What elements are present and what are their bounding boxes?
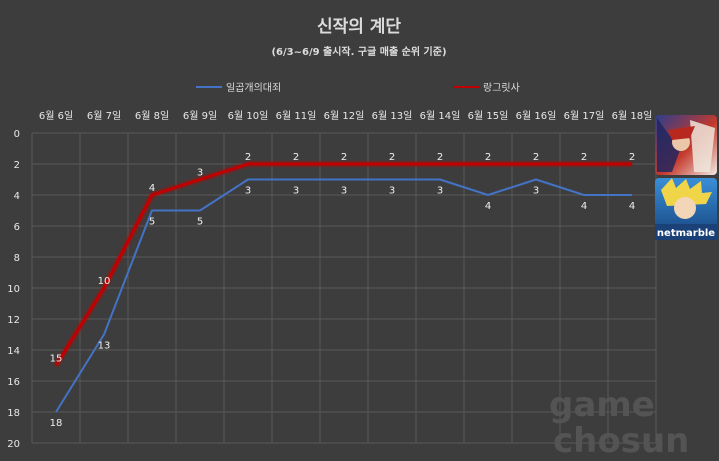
data-label-series-2: 15 xyxy=(50,354,63,365)
data-label-series-1: 3 xyxy=(533,186,539,197)
y-tick-label: 6 xyxy=(14,222,20,233)
series-lines xyxy=(54,162,632,413)
data-label-series-2: 2 xyxy=(437,152,443,163)
y-tick-label: 12 xyxy=(7,315,20,326)
chart-title: 신작의 계단 xyxy=(317,17,401,37)
data-label-series-1: 3 xyxy=(293,186,299,197)
x-tick-label: 6월 18일 xyxy=(612,110,653,122)
data-label-series-1: 3 xyxy=(389,186,395,197)
data-label-series-1: 5 xyxy=(197,217,203,228)
data-label-series-1: 18 xyxy=(50,418,63,429)
x-tick-label: 6월 16일 xyxy=(516,110,557,122)
data-label-series-2: 2 xyxy=(341,152,347,163)
series-line-1 xyxy=(55,178,632,413)
data-label-series-2: 2 xyxy=(245,152,251,163)
x-tick-label: 6월 13일 xyxy=(372,110,413,122)
legend-label-series-1: 일곱개의대죄 xyxy=(226,82,281,94)
watermark-line-2: chosun xyxy=(553,421,689,461)
data-label-series-2: 2 xyxy=(389,152,395,163)
netmarble-caption: netmarble xyxy=(657,228,715,239)
data-label-series-1: 4 xyxy=(485,201,491,212)
x-tick-label: 6월 17일 xyxy=(564,110,605,122)
data-label-series-2: 3 xyxy=(197,168,203,179)
data-label-series-2: 2 xyxy=(485,152,491,163)
data-label-series-1: 5 xyxy=(149,217,155,228)
data-label-series-1: 3 xyxy=(437,186,443,197)
x-tick-label: 6월 11일 xyxy=(276,110,317,122)
y-tick-label: 14 xyxy=(7,346,20,357)
x-tick-label: 6월 14일 xyxy=(420,110,461,122)
data-label-series-2: 10 xyxy=(98,276,111,287)
langrisser-game-icon xyxy=(655,115,717,175)
data-label-series-2: 2 xyxy=(293,152,299,163)
x-tick-label: 6월 10일 xyxy=(228,110,269,122)
series-line-2 xyxy=(54,162,632,367)
x-axis-ticks: 6월 6일 6월 7일 6월 8일 6월 9일 6월 10일 6월 11일 6월 12일 6월… xyxy=(39,110,652,122)
data-label-series-1: 4 xyxy=(581,201,587,212)
y-tick-label: 16 xyxy=(7,377,20,388)
legend-label-series-2: 랑그릿사 xyxy=(483,82,520,94)
watermark: game chosun xyxy=(549,385,689,461)
y-tick-label: 0 xyxy=(14,129,20,140)
data-labels: 18 13 5 5 3 3 3 3 3 4 3 4 4 15 10 4 3 2 2 2 2 2 2 2 2 2 xyxy=(50,152,636,429)
x-tick-label: 6월 6일 xyxy=(39,110,73,122)
seven-deadly-sins-game-icon: netmarble xyxy=(655,178,717,240)
chart-subtitle: (6/3~6/9 출시작. 구글 매출 순위 기준) xyxy=(271,45,446,58)
y-axis-ticks: 0 2 4 6 8 10 12 14 16 18 20 xyxy=(7,129,20,450)
y-tick-label: 10 xyxy=(7,284,20,295)
data-label-series-2: 2 xyxy=(629,152,635,163)
data-label-series-2: 2 xyxy=(581,152,587,163)
x-tick-label: 6월 12일 xyxy=(324,110,365,122)
x-tick-label: 6월 8일 xyxy=(135,110,169,122)
y-tick-label: 4 xyxy=(14,191,20,202)
x-tick-label: 6월 15일 xyxy=(468,110,509,122)
data-label-series-1: 4 xyxy=(629,201,635,212)
x-tick-label: 6월 7일 xyxy=(87,110,121,122)
y-tick-label: 18 xyxy=(7,408,20,419)
data-label-series-2: 2 xyxy=(533,152,539,163)
x-tick-label: 6월 9일 xyxy=(183,110,217,122)
legend: 일곱개의대죄 랑그릿사 xyxy=(196,82,520,94)
data-label-series-1: 3 xyxy=(341,186,347,197)
y-tick-label: 8 xyxy=(14,253,20,264)
y-tick-label: 2 xyxy=(14,160,20,171)
data-label-series-1: 3 xyxy=(245,186,251,197)
watermark-line-1: game xyxy=(549,385,655,425)
data-label-series-2: 4 xyxy=(149,183,155,194)
y-tick-label: 20 xyxy=(7,439,20,450)
data-label-series-1: 13 xyxy=(98,341,111,352)
